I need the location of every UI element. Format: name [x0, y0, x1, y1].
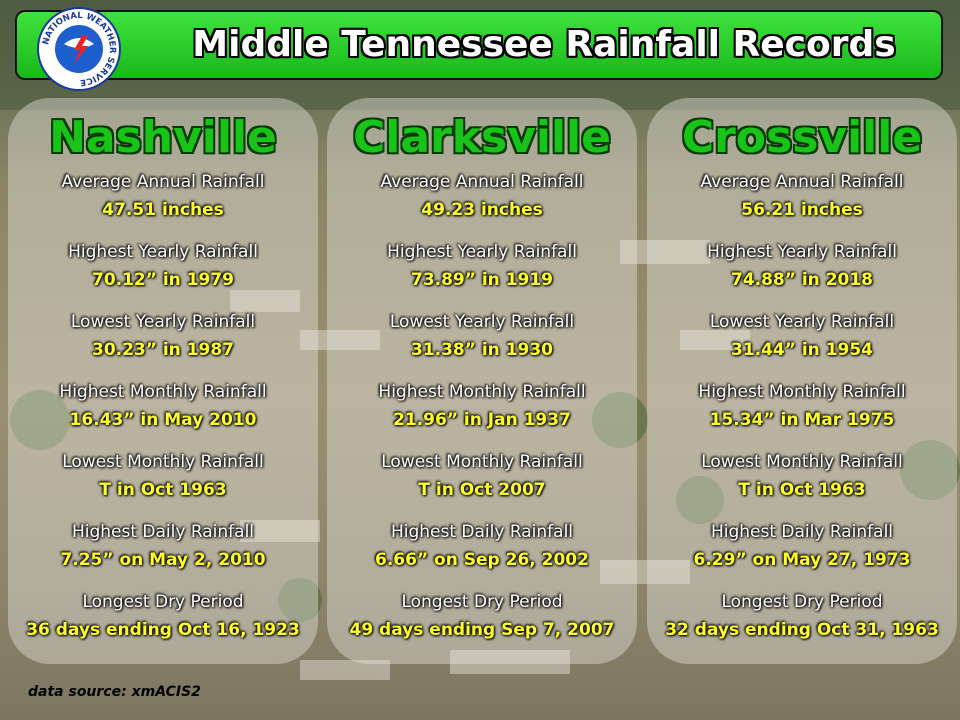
city-panel: Crossville Average Annual Rainfall 56.21 i… — [647, 98, 957, 664]
record-label: Longest Dry Period — [82, 592, 244, 612]
record-value: 73.89” in 1919 — [410, 270, 554, 290]
record-label: Highest Daily Rainfall — [390, 522, 574, 542]
data-source: data source: xmACIS2 — [28, 684, 201, 700]
record-label: Highest Monthly Rainfall — [59, 382, 267, 402]
record-value: 32 days ending Oct 31, 1963 — [665, 620, 939, 640]
record-value: 15.34” in Mar 1975 — [709, 410, 895, 430]
record-label: Lowest Monthly Rainfall — [381, 452, 583, 472]
record-value: 6.66” on Sep 26, 2002 — [375, 550, 589, 570]
record-value: 56.21 inches — [741, 200, 863, 220]
city-name: Clarksville — [353, 112, 611, 163]
city-panel: Nashville Average Annual Rainfall 47.51 in… — [8, 98, 318, 664]
record-value: 6.29” on May 27, 1973 — [693, 550, 911, 570]
record-value: T in Oct 1963 — [738, 480, 866, 500]
record-label: Lowest Yearly Rainfall — [709, 312, 895, 332]
record-value: 49 days ending Sep 7, 2007 — [349, 620, 615, 640]
record-value: 31.38” in 1930 — [410, 340, 554, 360]
record-label: Average Annual Rainfall — [380, 172, 584, 192]
record-value: 36 days ending Oct 16, 1923 — [26, 620, 300, 640]
record-label: Highest Yearly Rainfall — [68, 242, 258, 262]
record-label: Longest Dry Period — [401, 592, 563, 612]
header-bar: Middle Tennessee Rainfall Records — [15, 10, 943, 80]
record-label: Lowest Yearly Rainfall — [70, 312, 256, 332]
record-value: T in Oct 2007 — [418, 480, 546, 500]
record-label: Average Annual Rainfall — [61, 172, 265, 192]
record-label: Lowest Monthly Rainfall — [701, 452, 903, 472]
record-label: Highest Yearly Rainfall — [387, 242, 577, 262]
nws-logo: NATIONAL WEATHER SERVICE — [37, 7, 121, 91]
city-name: Crossville — [681, 112, 923, 163]
record-value: 16.43” in May 2010 — [69, 410, 257, 430]
record-label: Highest Monthly Rainfall — [378, 382, 586, 402]
record-value: 21.96” in Jan 1937 — [393, 410, 571, 430]
record-value: T in Oct 1963 — [99, 480, 227, 500]
record-label: Average Annual Rainfall — [700, 172, 904, 192]
city-panel: Clarksville Average Annual Rainfall 49.23 … — [327, 98, 637, 664]
city-name: Nashville — [49, 112, 277, 163]
record-value: 70.12” in 1979 — [91, 270, 235, 290]
record-label: Highest Yearly Rainfall — [707, 242, 897, 262]
title: Middle Tennessee Rainfall Records — [192, 24, 896, 65]
record-label: Longest Dry Period — [721, 592, 883, 612]
record-label: Highest Monthly Rainfall — [698, 382, 906, 402]
record-value: 30.23” in 1987 — [91, 340, 235, 360]
record-value: 7.25” on May 2, 2010 — [60, 550, 266, 570]
record-value: 49.23 inches — [421, 200, 543, 220]
record-label: Highest Daily Rainfall — [71, 522, 255, 542]
record-value: 47.51 inches — [102, 200, 224, 220]
record-label: Lowest Yearly Rainfall — [389, 312, 575, 332]
record-label: Lowest Monthly Rainfall — [62, 452, 264, 472]
record-value: 31.44” in 1954 — [730, 340, 874, 360]
record-value: 74.88” in 2018 — [730, 270, 874, 290]
record-label: Highest Daily Rainfall — [710, 522, 894, 542]
